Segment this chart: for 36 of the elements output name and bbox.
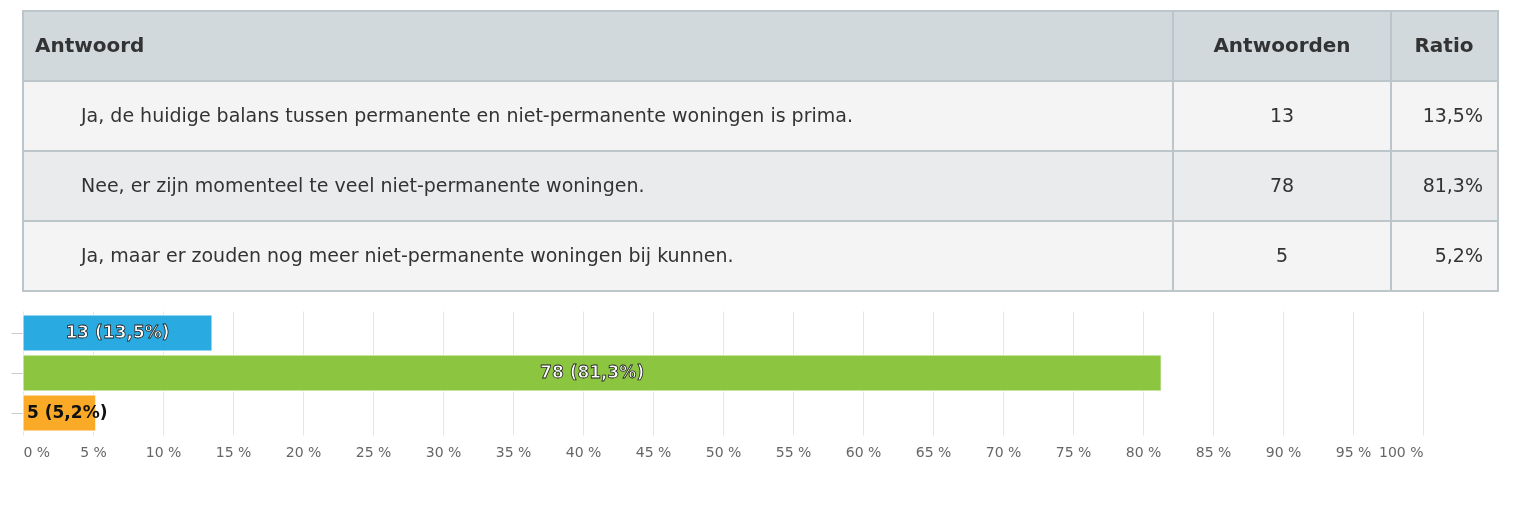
x-tick-label: 50 % <box>705 443 742 460</box>
data-label: 13 (13,5%) <box>65 322 170 342</box>
text: Antwoorden <box>1213 33 1351 57</box>
data-label: 78 (81,3%) <box>540 362 645 382</box>
x-tick-label: 35 % <box>495 443 532 460</box>
x-tick-label: 95 % <box>1335 443 1372 460</box>
x-tick-label: 55 % <box>775 443 812 460</box>
text: 81,3% <box>1422 174 1483 196</box>
text: 78 <box>1269 174 1295 196</box>
x-tick-label: 80 % <box>1125 443 1162 460</box>
x-tick-label: 75 % <box>1055 443 1092 460</box>
text: Ratio <box>1414 33 1474 57</box>
text: Ja, de huidige balans tussen permanente en niet-permanente woningen is prima. <box>80 104 853 126</box>
text: 5 <box>1275 244 1289 266</box>
x-tick-label: 45 % <box>635 443 672 460</box>
x-tick-label: 5 % <box>80 443 107 460</box>
x-tick-label: 70 % <box>985 443 1022 460</box>
x-tick-label: 65 % <box>915 443 952 460</box>
text: Nee, er zijn momenteel te veel niet-permanente woningen. <box>81 174 645 196</box>
text: Ja, maar er zouden nog meer niet-permanente woningen bij kunnen. <box>80 244 734 266</box>
bar <box>22 354 1162 392</box>
text: 13,5% <box>1422 104 1483 126</box>
x-tick-label: 100 % <box>1379 443 1424 460</box>
text: 13 <box>1269 104 1295 126</box>
x-tick-label: 25 % <box>355 443 392 460</box>
x-tick-label: 90 % <box>1265 443 1302 460</box>
text: 5,2% <box>1434 244 1483 266</box>
text: Antwoord <box>35 33 145 57</box>
x-tick-label: 85 % <box>1195 443 1232 460</box>
x-tick-label: 60 % <box>845 443 882 460</box>
x-tick-label: 30 % <box>425 443 462 460</box>
x-tick-label: 10 % <box>145 443 182 460</box>
x-tick-label: 15 % <box>215 443 252 460</box>
x-tick-label: 20 % <box>285 443 322 460</box>
x-tick-label: 0 % <box>23 443 51 460</box>
x-tick-label: 40 % <box>565 443 602 460</box>
